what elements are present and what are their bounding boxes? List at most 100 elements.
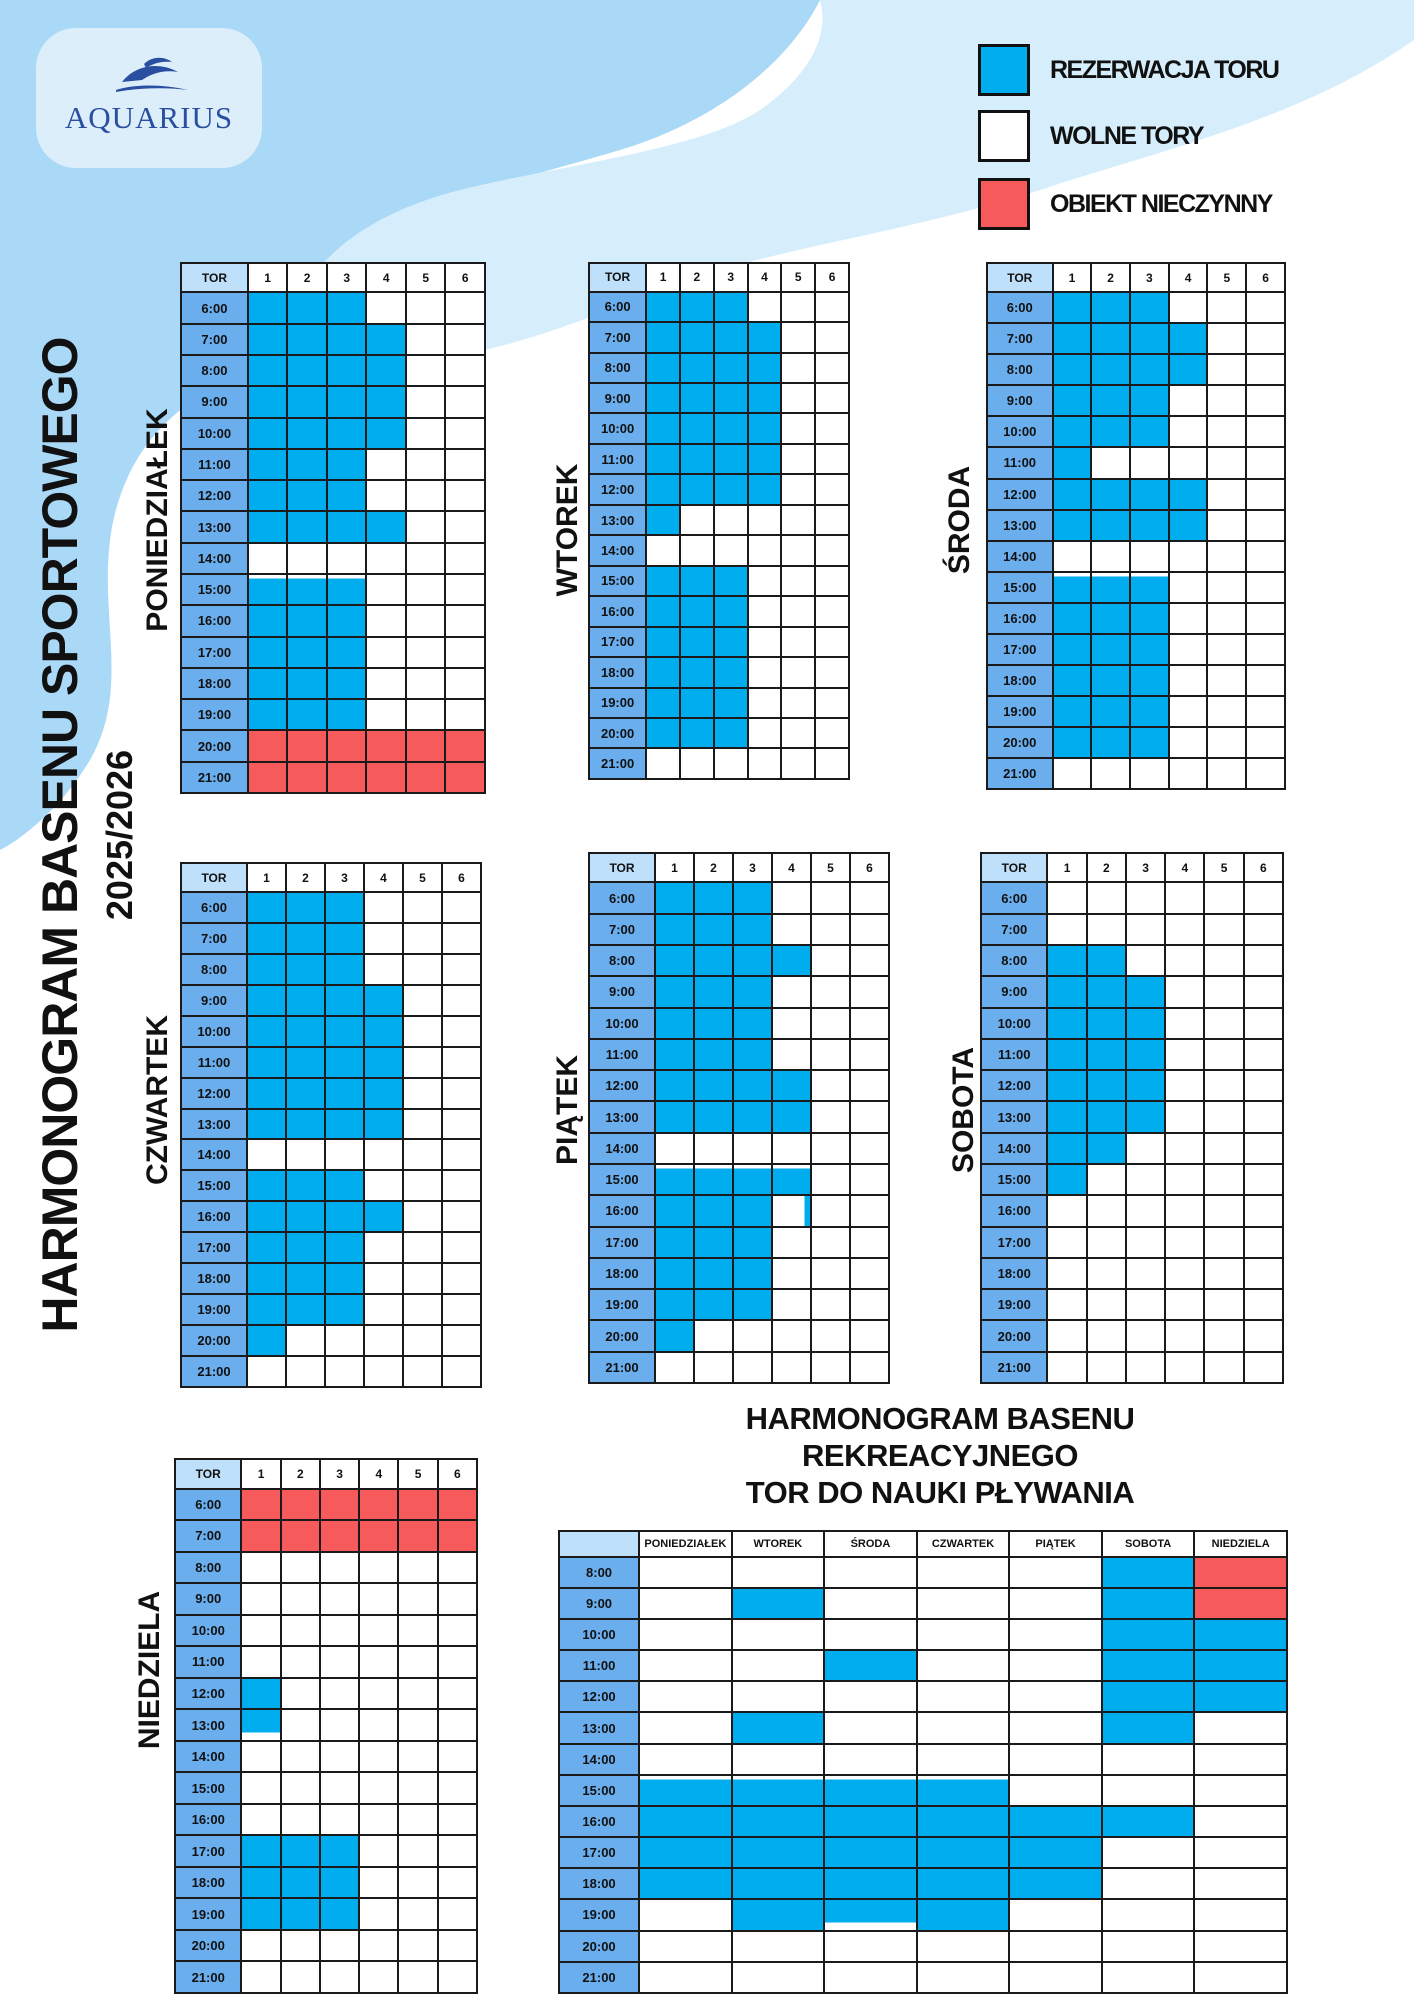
lane-cell-free (363, 1231, 404, 1265)
lane-cell-free (1164, 1194, 1206, 1228)
lane-cell-reserved (1090, 477, 1132, 511)
lane-cell-free (363, 1138, 404, 1172)
lane-cell-reserved (693, 1256, 734, 1291)
lane-number: 6 (849, 851, 890, 884)
lane-cell-free (240, 1802, 282, 1837)
lane-cell-reserved (1046, 1131, 1088, 1165)
lane-cell-free (1124, 1319, 1167, 1353)
lane-cell-free (732, 1131, 773, 1165)
time-label: 8:00 (180, 952, 248, 986)
lane-cell-reserved (318, 1834, 361, 1868)
time-label: 10:00 (979, 1006, 1049, 1040)
time-row: 7:00 (180, 322, 486, 357)
lane-cell-free (1203, 912, 1245, 947)
lane-cell-free (397, 1708, 439, 1742)
lane-cell-reserved (1090, 415, 1132, 449)
lane-cell-reserved (1085, 943, 1127, 978)
lane-cell-free (441, 1354, 482, 1389)
lane-cell-free (444, 572, 486, 607)
lane-cell-free (771, 1225, 812, 1259)
lane-cell-reserved (654, 1256, 695, 1291)
lane-cell-reserved (1051, 415, 1093, 449)
lane-cell-free (810, 1319, 851, 1353)
day-cell-free (638, 1586, 733, 1620)
lane-number: 5 (810, 851, 851, 884)
lane-cell-free (246, 1138, 287, 1172)
lane-cell-reserved (246, 922, 287, 955)
lane-cell-closed (365, 760, 407, 795)
time-label: 10:00 (588, 1006, 656, 1040)
lane-cell-reserved (1090, 322, 1132, 356)
lane-cell-free (1245, 322, 1286, 356)
lane-cell-free (1242, 912, 1285, 947)
day-cell-free (638, 1680, 733, 1714)
day-cell-free (1008, 1742, 1103, 1776)
lane-number: 1 (240, 1458, 282, 1490)
legend-label-free: WOLNE TORY (1050, 122, 1205, 150)
lane-cell-free (1124, 1225, 1167, 1259)
lane-cell-reserved (732, 943, 773, 978)
lane-cell-free (363, 922, 404, 955)
lane-cell-free (363, 952, 404, 986)
lane-cell-reserved (1051, 694, 1093, 728)
lane-number: 1 (246, 261, 289, 294)
lane-cell-free (441, 1045, 482, 1079)
lane-cell-free (441, 1169, 482, 1203)
lane-cell-reserved (285, 1045, 326, 1079)
lane-cell-free (849, 1131, 890, 1165)
lane-cell-free (746, 716, 783, 750)
lane-cell-free (1046, 1225, 1088, 1259)
lane-number: 4 (1164, 851, 1206, 884)
lane-cell-free (810, 1194, 851, 1228)
lane-cell-free (771, 1288, 812, 1322)
lane-cell-free (404, 322, 447, 357)
lane-cell-reserved (1167, 322, 1209, 356)
lane-cell-reserved (1051, 322, 1093, 356)
time-label: 8:00 (557, 1555, 641, 1589)
lane-cell-free (1245, 539, 1286, 573)
lane-cell-reserved (286, 604, 328, 638)
time-row: 17:00 (557, 1836, 1288, 1870)
lane-cell-reserved (1090, 632, 1132, 666)
lane-cell-free (771, 912, 812, 947)
lane-cell-reserved (678, 321, 715, 354)
lane-cell-reserved (325, 604, 368, 638)
lane-cell-reserved (1085, 1100, 1127, 1134)
day-cell-reserved (730, 1804, 826, 1839)
lane-cell-free (240, 1645, 282, 1679)
turtle-logo-icon (116, 57, 188, 92)
lane-cell-free (1164, 1131, 1206, 1165)
lane-cell-free (732, 1319, 773, 1353)
lane-cell-free (397, 1582, 439, 1616)
lane-cell-reserved (1129, 632, 1170, 666)
time-row: 8:00 (587, 351, 850, 385)
time-row: 12:00 (180, 1076, 482, 1110)
lane-cell-reserved (324, 1014, 365, 1048)
time-row: 6:00 (986, 291, 1286, 325)
lane-cell-reserved (318, 1865, 361, 1900)
lane-cell-reserved (365, 385, 407, 419)
lane-cell-free (358, 1550, 400, 1585)
lane-cell-free (363, 891, 404, 925)
lane-cell-free (810, 1131, 851, 1165)
lane-cell-reserved (693, 943, 734, 978)
time-label: 20:00 (986, 725, 1054, 759)
lane-cell-free (318, 1771, 361, 1805)
lane-cell-reserved (325, 572, 368, 607)
lane-cell-reserved (654, 975, 695, 1009)
lane-cell-reserved (246, 1169, 287, 1203)
lane-cell-free (1206, 632, 1248, 666)
time-label: 6:00 (587, 290, 648, 324)
lane-cell-free (746, 595, 783, 628)
lane-cell-closed (286, 760, 328, 795)
lane-cell-closed (279, 1487, 321, 1522)
lane-cell-reserved (325, 666, 368, 701)
lane-cell-reserved (246, 1076, 287, 1110)
lane-cell-reserved (712, 382, 749, 415)
time-row: 10:00 (587, 412, 850, 445)
lane-cell-free (358, 1676, 400, 1711)
lane-cell-reserved (246, 479, 289, 513)
lane-cell-free (654, 1131, 695, 1165)
time-label: 19:00 (979, 1288, 1049, 1322)
